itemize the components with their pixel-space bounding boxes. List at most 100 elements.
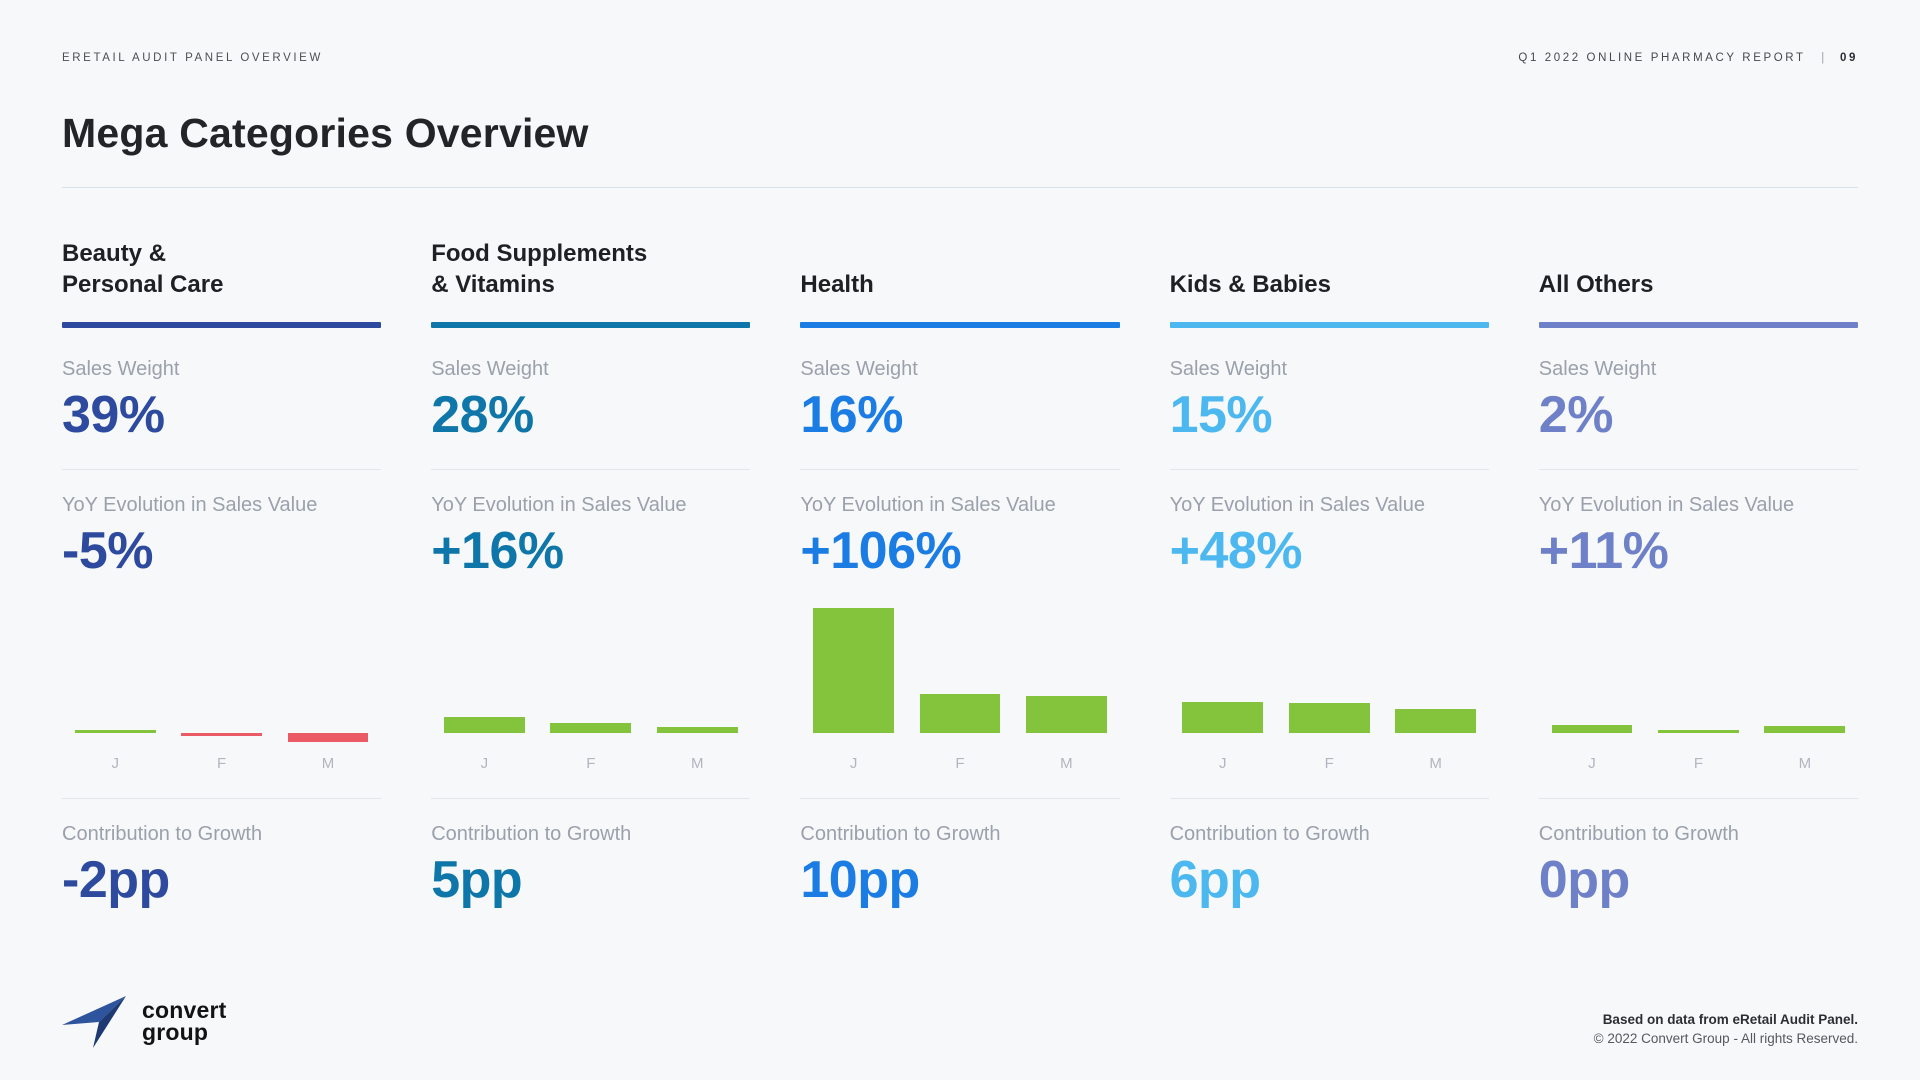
section-divider [431,469,751,470]
category-column: Food Supplements & Vitamins Sales Weight … [431,236,751,909]
section-divider [800,798,1120,799]
slide-footer: convert group Based on data from eRetail… [62,994,1858,1048]
report-name: Q1 2022 ONLINE PHARMACY REPORT [1518,52,1806,64]
header-left-label: ERETAIL AUDIT PANEL OVERVIEW [62,52,323,64]
month-label: J [1588,755,1596,772]
bar [550,723,632,733]
month-label: F [1693,755,1703,772]
bar-slot [1013,696,1119,733]
bar-slot [800,608,906,733]
contribution-value: 6pp [1169,851,1261,909]
categories-grid: Beauty & Personal Care Sales Weight 39% Y… [62,236,1858,908]
logo-word-1: convert [142,997,227,1023]
slide-header: ERETAIL AUDIT PANEL OVERVIEW Q1 2022 ONL… [0,0,1920,64]
paper-plane-icon [62,996,126,1048]
sales-weight-value: 2% [1538,386,1614,444]
month-label: J [1219,755,1227,772]
bar [1551,725,1633,733]
bar [287,733,369,742]
category-accent-bar [1538,322,1858,328]
section-divider [1538,798,1858,799]
section-divider [62,469,382,470]
bars-below-baseline [1539,733,1858,747]
category-accent-bar [800,322,1120,328]
yoy-evolution-value: +16% [431,522,564,580]
month-label: J [849,755,858,772]
bar-slot [538,723,644,733]
category-accent-bar [62,322,382,328]
contribution-value: 0pp [1538,851,1630,909]
sales-weight-label: Sales Weight [1538,358,1657,380]
sales-weight-value: 15% [1169,386,1273,444]
bars-below-baseline [431,733,750,747]
yoy-evolution-label: YoY Evolution in Sales Value [800,494,1056,516]
sales-weight-label: Sales Weight [800,358,918,380]
month-label: F [1324,755,1334,772]
bar-slot [62,730,168,733]
convert-group-logo: convert group [62,994,226,1048]
bar [1764,726,1846,733]
copyright-note: © 2022 Convert Group - All rights Reserv… [1593,1031,1858,1046]
section-divider [431,798,751,799]
bar-slot [1645,730,1751,733]
bar [1025,696,1107,733]
section-divider [62,798,382,799]
category-name: Food Supplements & Vitamins [431,240,648,298]
bar [919,694,1001,733]
month-label: M [690,755,704,772]
bar-slot [907,694,1013,733]
section-divider [1169,798,1489,799]
bars-below-baseline [62,733,381,747]
yoy-evolution-value: +11% [1538,522,1669,580]
sales-weight-value: 39% [62,386,165,444]
bar-slot [1276,703,1382,733]
month-label: F [955,755,965,772]
bar [74,730,156,733]
contribution-label: Contribution to Growth [1169,823,1370,845]
contribution-value: 5pp [431,851,523,909]
category-name: Beauty & Personal Care [62,240,224,298]
category-accent-bar [1169,322,1489,328]
contribution-label: Contribution to Growth [431,823,632,845]
header-right: Q1 2022 ONLINE PHARMACY REPORT | 09 [1518,52,1858,64]
bar [656,727,738,733]
sales-weight-label: Sales Weight [1169,358,1288,380]
bar [181,733,262,736]
month-label: M [1798,755,1812,772]
category-name: Health [800,271,874,298]
bar-slot [1382,709,1488,733]
month-label: J [111,755,119,772]
bar-slot [168,733,274,736]
category-column: All Others Sales Weight 2% YoY Evolution… [1538,236,1858,909]
month-label: M [321,755,335,772]
month-label: M [1429,755,1442,772]
page-number: 09 [1840,52,1858,64]
bar-slot [644,727,750,733]
category-column: Health Sales Weight 16% YoY Evolution in… [800,236,1120,908]
bar [443,717,525,733]
yoy-evolution-label: YoY Evolution in Sales Value [431,494,687,516]
data-source-note: Based on data from eRetail Audit Panel. [1602,1012,1858,1027]
bars-above-baseline [62,607,381,733]
sales-weight-label: Sales Weight [62,358,180,380]
bars-above-baseline [800,607,1119,733]
section-divider [1538,469,1858,470]
bars-below-baseline [800,733,1119,747]
sales-weight-value: 16% [800,386,903,444]
bar [1657,730,1739,733]
yoy-evolution-value: -5% [62,522,153,580]
contribution-label: Contribution to Growth [800,823,1001,845]
month-label: M [1060,755,1073,772]
bar [1395,709,1477,733]
yoy-evolution-value: +48% [1169,522,1303,580]
month-label: J [480,755,489,772]
yoy-evolution-value: +106% [800,522,962,580]
